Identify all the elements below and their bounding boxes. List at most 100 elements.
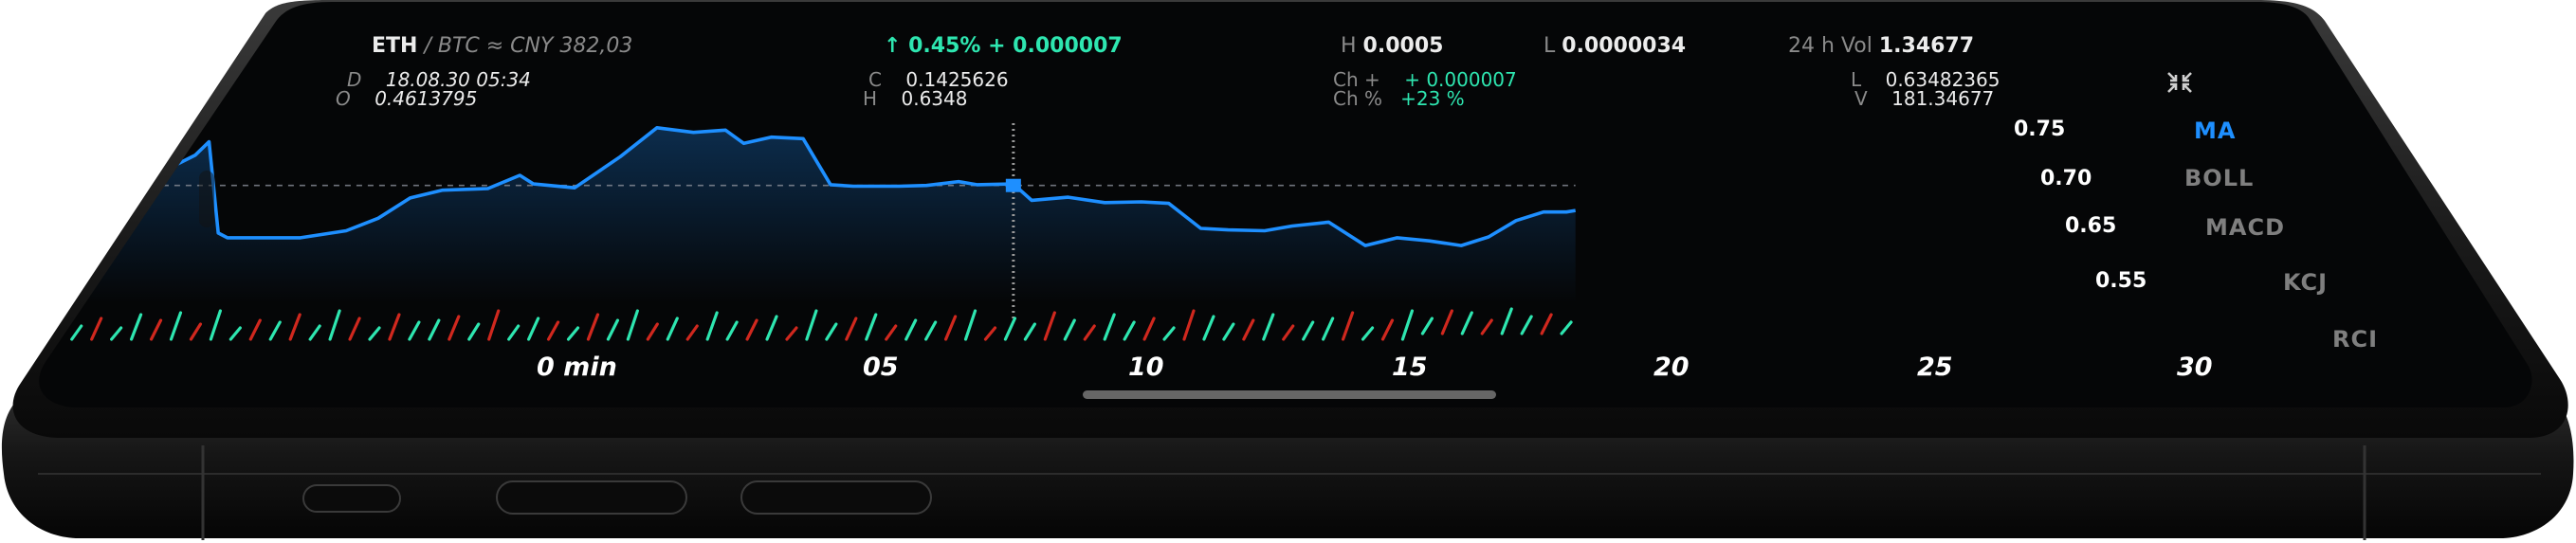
volume-bar <box>189 322 203 341</box>
volume-bar <box>308 324 321 341</box>
volume-bar <box>348 317 361 341</box>
volume-down-button <box>740 480 932 515</box>
volume-bar <box>90 317 103 341</box>
price-line <box>74 126 1576 247</box>
high-value: 0.0005 <box>1362 34 1444 58</box>
volume-bar <box>268 320 282 341</box>
volume-up-button <box>496 480 687 515</box>
x-tick-label: 10 <box>1128 353 1164 382</box>
low-label: L <box>1544 34 1556 58</box>
volume-bar <box>546 320 560 341</box>
indicator-ma[interactable]: MA <box>2194 118 2237 144</box>
volume-bar <box>1262 313 1275 341</box>
detail-change: Ch + + 0.000007 <box>1333 68 1517 91</box>
detail-low: L 0.63482365 <box>1851 68 2000 91</box>
volume-bars <box>70 307 1573 341</box>
volume-bar <box>1003 317 1017 341</box>
volume-24h-stat: 24 h Vol 1.34677 <box>1788 34 1974 58</box>
detail-date: D 18.08.30 05:34 <box>347 68 531 91</box>
date-value: 18.08.30 05:34 <box>385 68 531 91</box>
volume-bar <box>169 311 183 341</box>
volume-bar <box>1480 318 1493 335</box>
volume-bar <box>408 320 421 341</box>
volume-bar <box>666 317 679 341</box>
pair-base: ETH <box>372 34 418 58</box>
collapse-arrows-icon[interactable] <box>2165 70 2194 95</box>
price-change: ↑ 0.45% + 0.000007 <box>884 34 1123 58</box>
indicator-boll[interactable]: BOLL <box>2184 165 2255 191</box>
detail-high: H 0.6348 <box>863 87 967 110</box>
volume-bar <box>1222 322 1235 341</box>
volume-bar <box>943 315 958 341</box>
volume-bar <box>904 318 918 341</box>
volume-bar <box>646 322 659 341</box>
volume-bar <box>368 326 381 341</box>
indicator-rci[interactable]: RCI <box>2332 326 2379 353</box>
volume-bar <box>487 309 501 341</box>
vol-label: 24 h Vol <box>1788 34 1873 58</box>
volume-bar <box>209 309 222 341</box>
open-label: O <box>336 87 351 110</box>
y-tick-label: 0.75 <box>2014 118 2066 141</box>
volume-bar <box>1560 320 1573 335</box>
x-tick-label: 0 min <box>537 353 617 382</box>
volume-bar <box>1123 320 1136 341</box>
volume-bar <box>626 309 639 341</box>
screen <box>39 2 2532 407</box>
volume-bar <box>1083 324 1096 341</box>
detail-vol-label: V <box>1854 87 1868 110</box>
low-value: 0.0000034 <box>1562 34 1687 58</box>
close-value: 0.1425626 <box>905 68 1009 91</box>
pair-quote: / BTC ≈ CNY 382,03 <box>417 34 633 58</box>
volume-bar <box>1242 318 1255 341</box>
volume-bar <box>328 309 341 341</box>
volume-bar <box>1540 313 1553 335</box>
detail-low-value: 0.63482365 <box>1885 68 2001 91</box>
change-pct-value: +23 % <box>1400 87 1465 110</box>
close-label: C <box>868 68 882 91</box>
volume-bar <box>1460 311 1473 335</box>
detail-low-label: L <box>1851 68 1862 91</box>
open-value: 0.4613795 <box>375 87 478 110</box>
volume-bar <box>1142 317 1156 341</box>
volume-bar <box>765 315 778 341</box>
indicator-macd[interactable]: MACD <box>2205 214 2285 241</box>
volume-bar <box>1162 326 1176 341</box>
volume-bar <box>467 322 481 341</box>
volume-bar <box>983 326 997 341</box>
x-tick-label: 25 <box>1917 353 1953 382</box>
high-label: H <box>1341 34 1357 58</box>
volume-bar <box>1361 326 1375 341</box>
indicator-kcj[interactable]: KCJ <box>2283 269 2329 296</box>
low-stat: L 0.0000034 <box>1544 34 1686 58</box>
y-tick-label: 0.55 <box>2095 269 2147 293</box>
volume-bar <box>1182 309 1196 341</box>
volume-bar <box>228 326 242 341</box>
volume-bar <box>805 309 818 341</box>
volume-bar <box>527 317 540 341</box>
volume-bar <box>586 313 600 341</box>
volume-bar <box>428 318 441 341</box>
volume-bar <box>1103 313 1116 341</box>
volume-bar <box>70 324 83 341</box>
volume-bar <box>705 311 719 341</box>
volume-bar <box>1202 315 1215 341</box>
volume-bar <box>685 324 699 341</box>
price-chart[interactable] <box>71 123 1576 322</box>
x-tick-label: 30 <box>2177 353 2213 382</box>
detail-vol-value: 181.34677 <box>1891 87 1995 110</box>
volume-bar <box>388 313 401 341</box>
home-indicator[interactable] <box>1083 390 1496 399</box>
volume-bar <box>785 326 798 341</box>
pair-title[interactable]: ETH / BTC ≈ CNY 382,03 <box>372 34 632 58</box>
silent-switch <box>302 484 401 513</box>
detail-volume: V 181.34677 <box>1854 87 1994 110</box>
x-tick-label: 15 <box>1392 353 1428 382</box>
date-label: D <box>347 68 362 91</box>
volume-bar <box>110 326 123 341</box>
volume-bar <box>725 320 739 341</box>
volume-bar <box>885 324 898 341</box>
volume-bar <box>745 318 758 341</box>
volume-bar <box>248 318 262 341</box>
